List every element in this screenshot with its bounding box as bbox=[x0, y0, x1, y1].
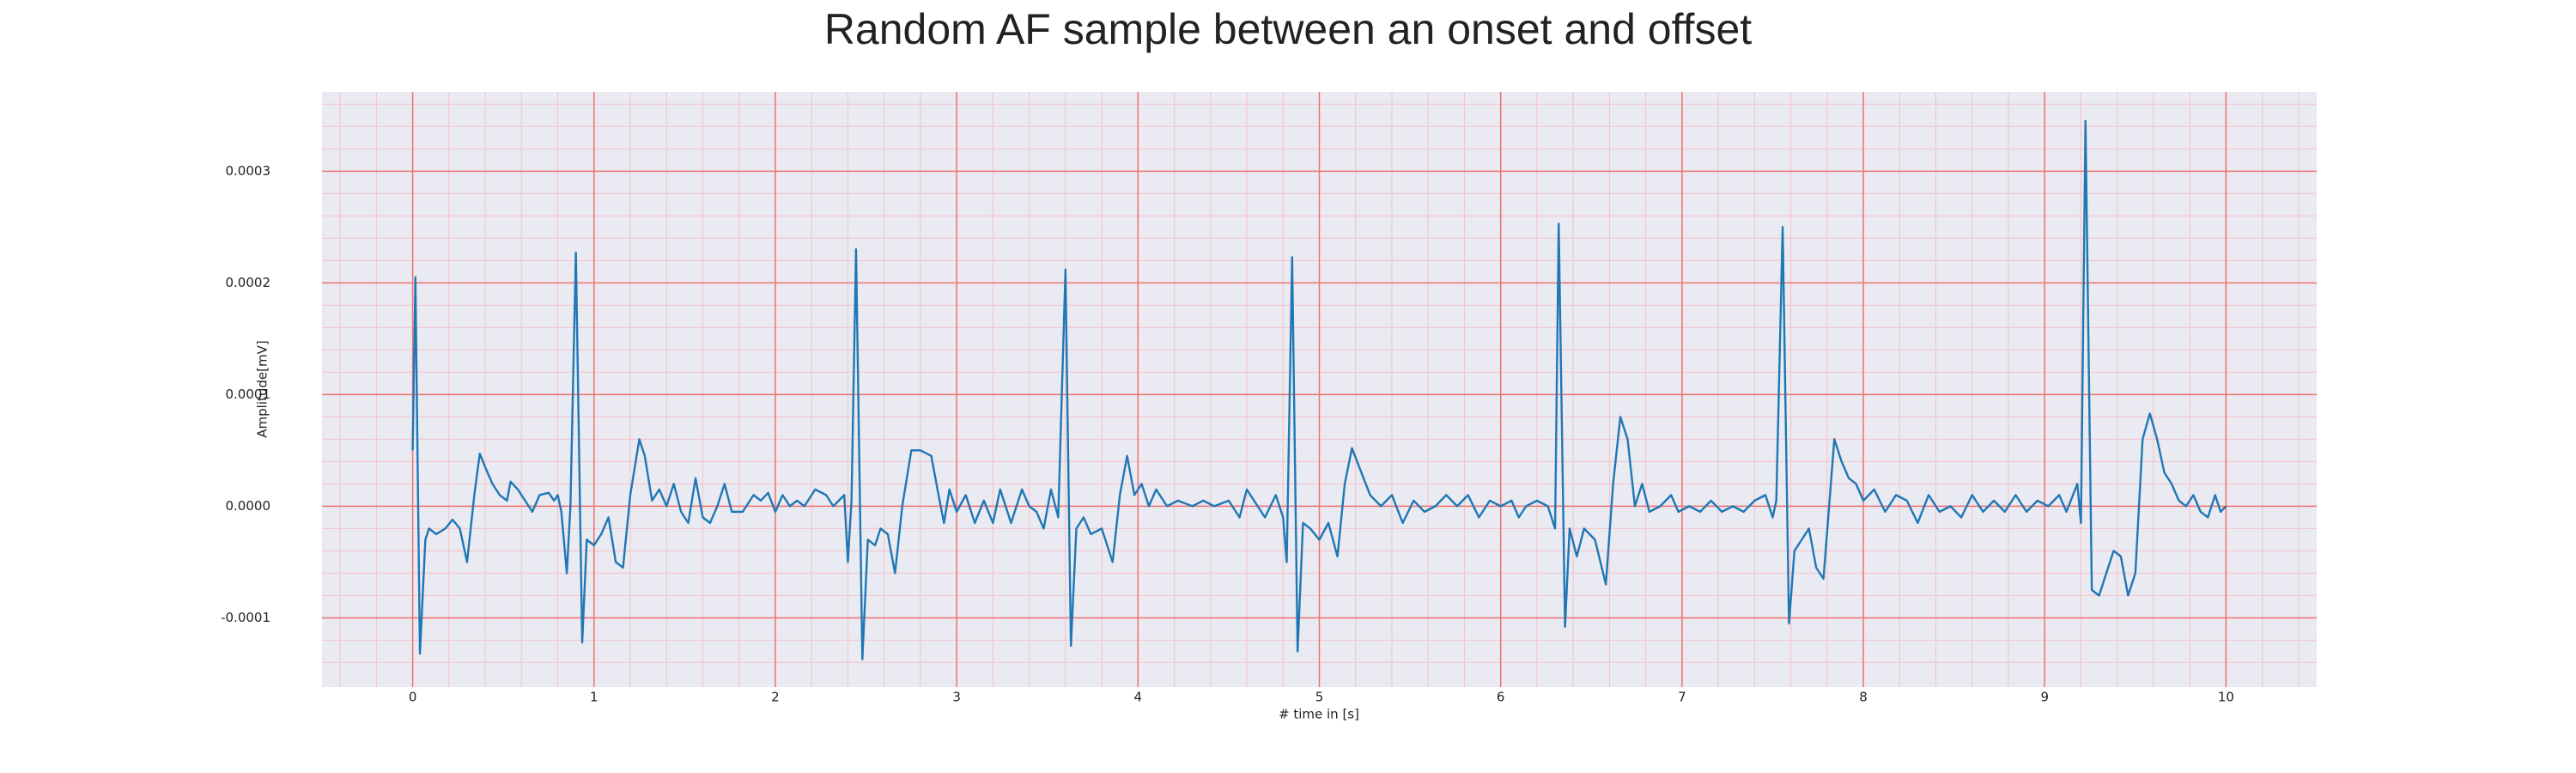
x-tick-label: 0 bbox=[409, 690, 417, 705]
x-axis-label: # time in [s] bbox=[1279, 707, 1359, 722]
x-tick-label: 7 bbox=[1678, 690, 1686, 705]
line-series bbox=[411, 119, 2227, 660]
x-tick-label: 4 bbox=[1134, 690, 1143, 705]
x-tick-label: 3 bbox=[952, 690, 961, 705]
x-tick-label: 5 bbox=[1315, 690, 1324, 705]
y-tick-label: 0.0001 bbox=[226, 386, 271, 402]
y-tick-label: -0.0001 bbox=[221, 610, 270, 625]
x-tick-label: 8 bbox=[1859, 690, 1868, 705]
x-tick-label: 10 bbox=[2218, 690, 2234, 705]
x-tick-label: 9 bbox=[2040, 690, 2049, 705]
chart-title: Random AF sample between an onset and of… bbox=[824, 5, 1752, 53]
y-tick-label: 0.0000 bbox=[226, 498, 271, 514]
x-tick-label: 6 bbox=[1497, 690, 1505, 705]
y-tick-label: 0.0002 bbox=[226, 275, 271, 290]
x-tick-label: 2 bbox=[771, 690, 780, 705]
y-tick-label: 0.0003 bbox=[226, 163, 271, 179]
y-axis-label: Amplitude[mV] bbox=[255, 340, 270, 437]
x-tick-label: 1 bbox=[590, 690, 598, 705]
